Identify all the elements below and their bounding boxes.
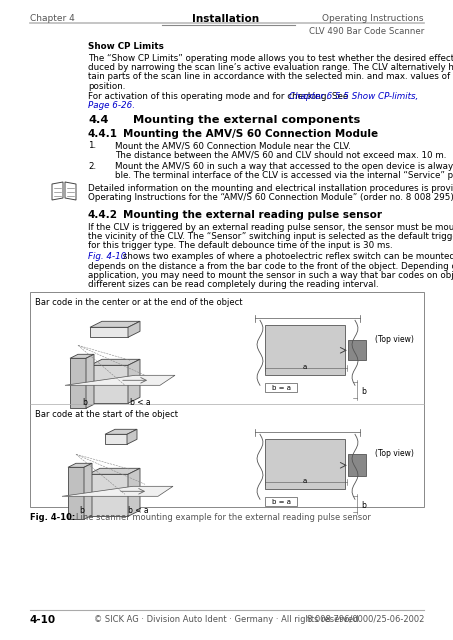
- Text: Detailed information on the mounting and electrical installation procedures is p: Detailed information on the mounting and…: [88, 184, 453, 193]
- Text: 1.: 1.: [88, 141, 96, 150]
- Text: Mounting the external reading pulse sensor: Mounting the external reading pulse sens…: [123, 211, 382, 220]
- Text: Page 6-26.: Page 6-26.: [88, 101, 135, 110]
- Bar: [348, 340, 366, 360]
- Text: For activation of this operating mode and for checking. See: For activation of this operating mode an…: [88, 92, 351, 100]
- Polygon shape: [105, 435, 127, 444]
- Bar: [348, 454, 366, 476]
- Text: duced by narrowing the scan line’s active evaluation range. The CLV alternativel: duced by narrowing the scan line’s activ…: [88, 63, 453, 72]
- Bar: [265, 497, 297, 506]
- Text: Show CP Limits: Show CP Limits: [88, 42, 164, 51]
- Text: 4.4.2: 4.4.2: [88, 211, 118, 220]
- Text: Mount the AMV/S 60 in such a way that accessed to the open device is always poss: Mount the AMV/S 60 in such a way that ac…: [115, 161, 453, 171]
- Polygon shape: [68, 467, 84, 519]
- Text: Chapter 6.5.5 Show CP-limits,: Chapter 6.5.5 Show CP-limits,: [289, 92, 418, 100]
- Text: b < a: b < a: [130, 398, 150, 407]
- Polygon shape: [62, 486, 173, 496]
- Text: Bar code at the start of the object: Bar code at the start of the object: [35, 410, 178, 419]
- Polygon shape: [128, 468, 140, 516]
- Text: If the CLV is triggered by an external reading pulse sensor, the sensor must be : If the CLV is triggered by an external r…: [88, 223, 453, 232]
- Bar: [30, 292, 424, 508]
- Text: The distance between the AMV/S 60 and CLV should not exceed max. 10 m.: The distance between the AMV/S 60 and CL…: [115, 150, 446, 159]
- Text: Bar code in the center or at the end of the object: Bar code in the center or at the end of …: [35, 298, 242, 307]
- Text: tain parts of the scan line in accordance with the selected min. and max. values: tain parts of the scan line in accordanc…: [88, 72, 453, 81]
- Text: Operating Instructions: Operating Instructions: [323, 14, 424, 23]
- Text: Mounting the external components: Mounting the external components: [133, 115, 360, 125]
- Text: b < a: b < a: [128, 506, 148, 515]
- Text: b: b: [80, 506, 84, 515]
- Polygon shape: [84, 463, 92, 519]
- Text: Line scanner mounting example for the external reading pulse sensor: Line scanner mounting example for the ex…: [68, 513, 371, 522]
- Text: b: b: [361, 501, 366, 510]
- Text: a: a: [303, 364, 307, 371]
- Polygon shape: [68, 463, 92, 467]
- Text: b = a: b = a: [271, 499, 290, 506]
- Text: The “Show CP Limits” operating mode allows you to test whether the desired effec: The “Show CP Limits” operating mode allo…: [88, 54, 453, 63]
- Text: 4.4.1: 4.4.1: [88, 129, 118, 139]
- Text: © SICK AG · Division Auto Ident · Germany · All rights reserved: © SICK AG · Division Auto Ident · German…: [94, 615, 358, 624]
- Text: Mounting the AMV/S 60 Connection Module: Mounting the AMV/S 60 Connection Module: [123, 129, 378, 139]
- Polygon shape: [105, 429, 137, 435]
- Text: CLV 490 Bar Code Scanner: CLV 490 Bar Code Scanner: [309, 27, 424, 36]
- Text: Mount the AMV/S 60 Connection Module near the CLV.: Mount the AMV/S 60 Connection Module nea…: [115, 141, 351, 150]
- Text: Installation: Installation: [193, 14, 260, 24]
- Text: Fig. 4-10: Fig. 4-10: [88, 253, 126, 262]
- Polygon shape: [90, 365, 128, 403]
- Bar: [265, 383, 297, 392]
- Polygon shape: [65, 375, 175, 385]
- Polygon shape: [65, 182, 76, 200]
- Text: a: a: [303, 478, 307, 484]
- Text: 2.: 2.: [88, 161, 96, 171]
- Polygon shape: [90, 359, 140, 365]
- Text: shows two examples of where a photoelectric reflex switch can be mounted. This: shows two examples of where a photoelect…: [120, 253, 453, 262]
- Polygon shape: [128, 359, 140, 403]
- Text: Fig. 4-10:: Fig. 4-10:: [30, 513, 75, 522]
- Text: the vicinity of the CLV. The “Sensor” switching input is selected as the default: the vicinity of the CLV. The “Sensor” sw…: [88, 232, 453, 241]
- Polygon shape: [70, 355, 94, 358]
- Polygon shape: [90, 327, 128, 337]
- Text: (Top view): (Top view): [375, 335, 414, 344]
- Text: ble. The terminal interface of the CLV is accessed via the internal “Service” pl: ble. The terminal interface of the CLV i…: [115, 171, 453, 180]
- Text: Operating Instructions for the “AMV/S 60 Connection Module” (order no. 8 008 295: Operating Instructions for the “AMV/S 60…: [88, 193, 453, 202]
- Polygon shape: [90, 321, 140, 327]
- Text: b: b: [82, 398, 87, 407]
- Text: position.: position.: [88, 81, 125, 91]
- Text: 8 008 796/0000/25-06-2002: 8 008 796/0000/25-06-2002: [307, 615, 424, 624]
- Polygon shape: [52, 182, 63, 200]
- Polygon shape: [86, 355, 94, 408]
- Polygon shape: [88, 468, 140, 474]
- Text: different sizes can be read completely during the reading interval.: different sizes can be read completely d…: [88, 280, 379, 289]
- Bar: [265, 439, 345, 490]
- Text: b: b: [361, 387, 366, 396]
- Polygon shape: [88, 474, 128, 516]
- Text: 4.4: 4.4: [88, 115, 108, 125]
- Polygon shape: [128, 321, 140, 337]
- Polygon shape: [127, 429, 137, 444]
- Text: (Top view): (Top view): [375, 449, 414, 458]
- Text: for this trigger type. The default debounce time of the input is 30 ms.: for this trigger type. The default debou…: [88, 241, 393, 250]
- Text: 4-10: 4-10: [30, 615, 56, 625]
- Text: b = a: b = a: [271, 385, 290, 391]
- Text: Chapter 4: Chapter 4: [30, 14, 75, 23]
- Polygon shape: [70, 358, 86, 408]
- Text: application, you may need to mount the sensor in such a way that bar codes on ob: application, you may need to mount the s…: [88, 271, 453, 280]
- Bar: [265, 325, 345, 375]
- Text: depends on the distance a from the bar code to the front of the object. Dependin: depends on the distance a from the bar c…: [88, 262, 453, 271]
